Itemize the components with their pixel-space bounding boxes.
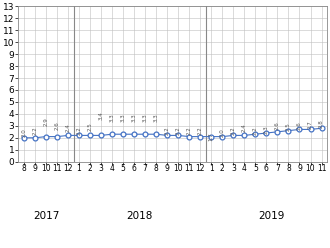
Text: 3.4: 3.4	[99, 112, 104, 121]
Text: 2.4: 2.4	[242, 124, 247, 132]
Text: 2.0: 2.0	[220, 128, 225, 137]
Text: 3.3: 3.3	[132, 113, 137, 122]
Text: 2.8: 2.8	[319, 119, 324, 128]
Text: 2.3: 2.3	[264, 125, 269, 134]
Text: 2.5: 2.5	[87, 123, 93, 131]
Text: 2.6: 2.6	[54, 121, 59, 130]
Text: 3.3: 3.3	[154, 113, 159, 122]
Text: 3.3: 3.3	[143, 113, 148, 122]
Text: 2.4: 2.4	[66, 124, 71, 132]
Text: 2.5: 2.5	[286, 123, 291, 131]
Text: 2.2: 2.2	[198, 126, 203, 135]
Text: 3.3: 3.3	[121, 113, 126, 122]
Text: 2.7: 2.7	[308, 120, 313, 129]
Text: 2.2: 2.2	[231, 126, 236, 135]
Text: 2017: 2017	[33, 212, 59, 221]
Text: 2018: 2018	[126, 212, 153, 221]
Text: 2.2: 2.2	[187, 126, 192, 135]
Text: 2.2: 2.2	[165, 126, 170, 135]
Text: 2.2: 2.2	[176, 126, 181, 135]
Text: 1.7: 1.7	[209, 132, 214, 141]
Text: 2.6: 2.6	[275, 121, 280, 130]
Text: 2.0: 2.0	[21, 128, 26, 137]
Text: 2.6: 2.6	[297, 121, 302, 130]
Text: 2.2: 2.2	[32, 126, 38, 135]
Text: 2.9: 2.9	[44, 118, 49, 126]
Text: 2.2: 2.2	[253, 126, 258, 135]
Text: 2019: 2019	[259, 212, 285, 221]
Text: 2.2: 2.2	[77, 126, 82, 135]
Text: 3.3: 3.3	[110, 113, 115, 122]
